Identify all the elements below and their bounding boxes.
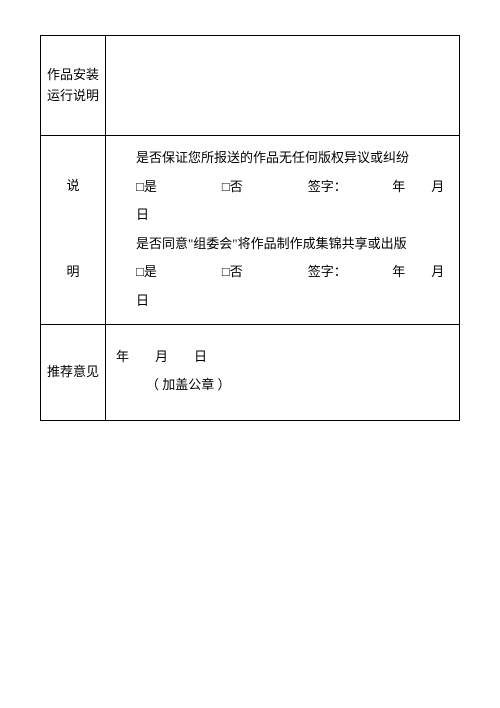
stamp-text: （ 加盖公章 ）: [116, 371, 449, 400]
label-recommendation-text: 推荐意见: [47, 362, 99, 383]
choice2-line: □是 □否 签字： 年 月 日: [116, 258, 449, 315]
row-install-instructions: 作品安装运行说明: [41, 36, 459, 136]
label-install: 作品安装运行说明: [41, 36, 106, 135]
label-install-text: 作品安装运行说明: [47, 65, 99, 107]
content-recommendation: 年 月 日 （ 加盖公章 ）: [106, 325, 459, 420]
label-declaration-top: 说: [47, 176, 99, 197]
choice1-line: □是 □否 签字： 年 月 日: [116, 173, 449, 230]
label-declaration: 说 明: [41, 136, 106, 324]
label-declaration-bottom: 明: [47, 262, 99, 283]
content-declaration: 是否保证您所报送的作品无任何版权异议或纠纷 □是 □否 签字： 年 月 日 是否…: [106, 136, 459, 324]
row-declaration: 说 明 是否保证您所报送的作品无任何版权异议或纠纷 □是 □否 签字： 年 月 …: [41, 136, 459, 325]
form-table: 作品安装运行说明 说 明 是否保证您所报送的作品无任何版权异议或纠纷 □是 □否…: [40, 35, 460, 421]
recommendation-date: 年 月 日: [116, 343, 449, 372]
content-install: [106, 36, 459, 135]
row-recommendation: 推荐意见 年 月 日 （ 加盖公章 ）: [41, 325, 459, 420]
label-recommendation: 推荐意见: [41, 325, 106, 420]
question2-text: 是否同意"组委会"将作品制作成集锦共享或出版: [116, 230, 449, 259]
question1-text: 是否保证您所报送的作品无任何版权异议或纠纷: [116, 144, 449, 173]
